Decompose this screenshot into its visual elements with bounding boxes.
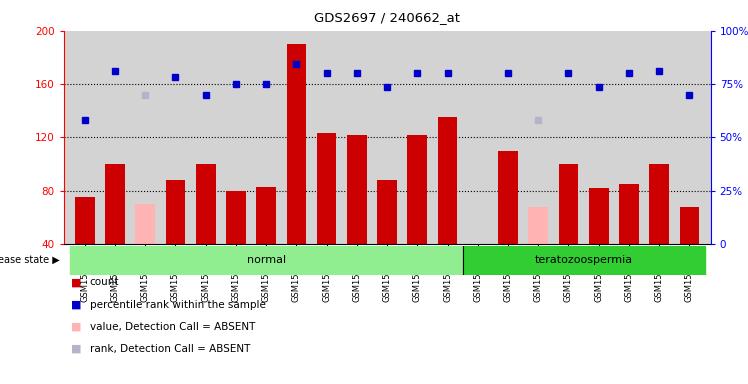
Bar [286,44,306,244]
Bar [75,197,94,244]
Text: disease state ▶: disease state ▶ [0,255,60,265]
Text: value, Detection Call = ABSENT: value, Detection Call = ABSENT [90,322,255,332]
Bar [619,184,639,244]
Text: ■: ■ [71,277,82,287]
Bar [463,246,705,275]
Bar [589,188,609,244]
Bar [257,187,276,244]
Text: count: count [90,277,119,287]
Text: normal: normal [247,255,286,265]
Bar [559,164,578,244]
Bar [649,164,669,244]
Text: percentile rank within the sample: percentile rank within the sample [90,300,266,310]
Bar [135,204,155,244]
Bar [165,180,186,244]
Text: ■: ■ [71,300,82,310]
Bar [70,246,463,275]
Bar [377,180,397,244]
Bar [528,207,548,244]
Text: teratozoospermia: teratozoospermia [535,255,633,265]
Bar [347,135,367,244]
Bar [196,164,215,244]
Text: rank, Detection Call = ABSENT: rank, Detection Call = ABSENT [90,344,250,354]
Bar [680,207,699,244]
Bar [498,151,518,244]
Bar [408,135,427,244]
Bar [226,190,246,244]
Bar [438,117,457,244]
Text: GDS2697 / 240662_at: GDS2697 / 240662_at [314,12,460,25]
Text: ■: ■ [71,322,82,332]
Bar [317,133,337,244]
Bar [105,164,125,244]
Text: ■: ■ [71,344,82,354]
